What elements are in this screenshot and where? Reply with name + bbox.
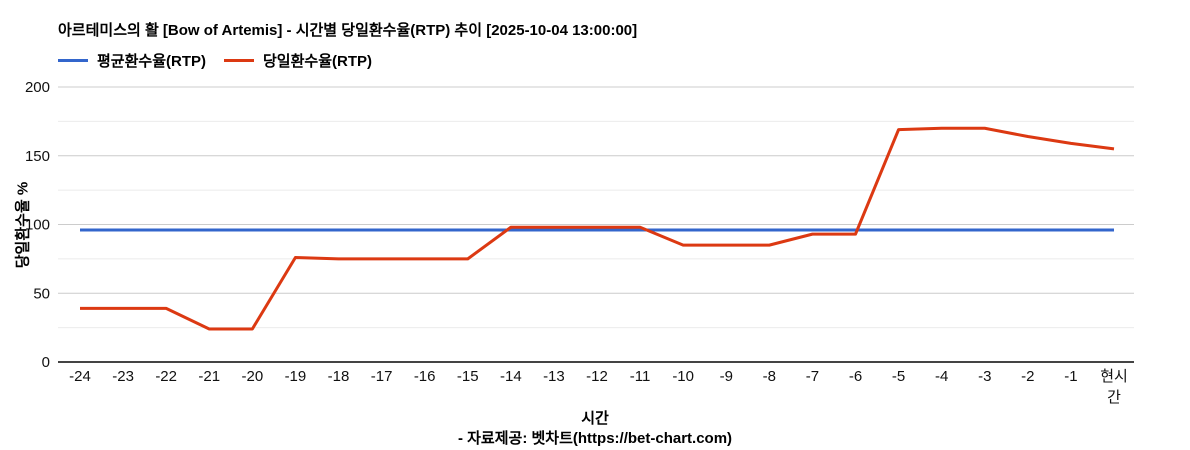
y-tick-label: 150: [25, 148, 50, 165]
y-tick-label: 200: [25, 79, 50, 96]
x-tick-label: -17: [371, 368, 393, 385]
y-tick-label: 0: [42, 354, 50, 371]
x-tick-label: -18: [328, 368, 350, 385]
x-tick-label: -13: [543, 368, 565, 385]
x-tick-label: -23: [112, 368, 134, 385]
y-axis-title: 당일환수율 %: [14, 181, 32, 269]
x-tick-label: -1: [1064, 368, 1077, 385]
x-tick-label: -21: [198, 368, 220, 385]
x-tick-label: -10: [672, 368, 694, 385]
legend-swatch-icon: [224, 59, 254, 62]
data-source-note: - 자료제공: 벳차트(https://bet-chart.com): [457, 430, 733, 447]
x-tick-label: -3: [978, 368, 991, 385]
x-tick-label: -14: [500, 368, 522, 385]
x-tick-label: -7: [806, 368, 819, 385]
legend-item-1: 당일환수율(RTP): [224, 50, 372, 71]
x-tick-label: -9: [720, 368, 733, 385]
x-axis-title: 시간: [581, 410, 609, 427]
y-tick-label: 100: [25, 217, 50, 234]
legend-label: 평균환수율(RTP): [97, 53, 206, 70]
x-tick-label: -16: [414, 368, 436, 385]
x-tick-label: -8: [763, 368, 776, 385]
y-tick-label: 50: [33, 285, 50, 302]
x-tick-label: -11: [630, 368, 651, 385]
x-tick-label: -5: [892, 368, 905, 385]
x-tick-label: -2: [1021, 368, 1034, 385]
chart-title: 아르테미스의 활 [Bow of Artemis] - 시간별 당일환수율(RT…: [58, 22, 638, 39]
x-tick-label: -15: [457, 368, 479, 385]
x-tick-label: 현시 간: [1100, 368, 1128, 406]
x-tick-label: -19: [285, 368, 307, 385]
x-tick-label: -22: [155, 368, 177, 385]
x-tick-label: -6: [849, 368, 862, 385]
x-tick-label: -24: [69, 368, 91, 385]
legend-label: 당일환수율(RTP): [263, 53, 372, 70]
legend-swatch-icon: [58, 59, 88, 62]
legend-item-0: 평균환수율(RTP): [58, 50, 206, 71]
x-tick-label: -12: [586, 368, 608, 385]
legend: 평균환수율(RTP) 당일환수율(RTP): [58, 50, 372, 71]
x-tick-label: -4: [935, 368, 948, 385]
series-line-1: [80, 126, 1115, 331]
x-tick-label: -20: [241, 368, 263, 385]
